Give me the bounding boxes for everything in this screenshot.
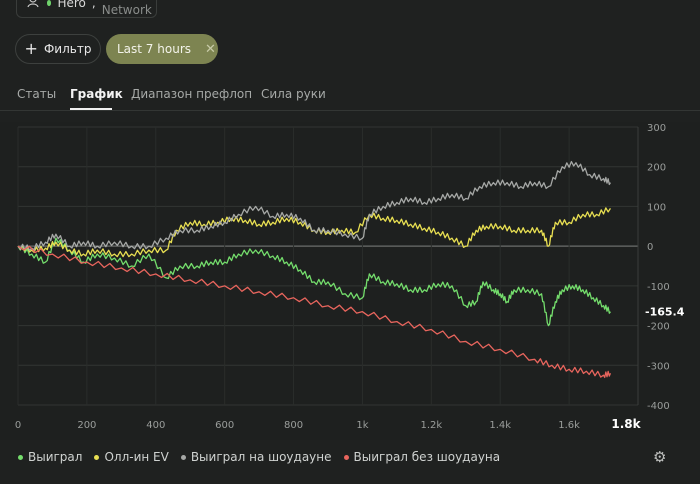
user-icon xyxy=(27,0,41,12)
tab-graph[interactable]: График xyxy=(70,87,123,101)
filter-button[interactable]: + Фильтр xyxy=(15,34,101,64)
legend-label: Выиграл без шоудауна xyxy=(353,450,501,464)
active-tab-indicator xyxy=(70,108,112,110)
y-tick-label: -100 xyxy=(647,282,670,293)
legend-label: Выиграл xyxy=(28,450,83,464)
time-filter-chip[interactable]: Last 7 hours ✕ xyxy=(106,34,218,64)
legend-label: Выиграл на шоудауне xyxy=(190,450,332,464)
x-tick-label: 600 xyxy=(215,420,234,431)
series-line-3 xyxy=(17,245,612,379)
legend-item-won-nonshowdown[interactable]: Выиграл без шоудауна xyxy=(343,450,501,464)
x-tick-label: 1.6k xyxy=(558,420,580,431)
chart-legend: Выиграл Олл-ин EV Выиграл на шоудауне Вы… xyxy=(18,450,500,464)
gear-icon[interactable]: ⚙ xyxy=(653,448,667,466)
filter-button-label: Фильтр xyxy=(43,42,92,56)
y-tick-label: 200 xyxy=(647,163,666,174)
plus-icon: + xyxy=(24,39,38,58)
y-tick-label: -200 xyxy=(647,322,670,333)
x-tick-label: 0 xyxy=(15,420,21,431)
x-tick-label: 1.8k xyxy=(611,417,641,431)
legend-dot xyxy=(94,454,100,460)
tab-hand-strength[interactable]: Сила руки xyxy=(261,87,326,101)
current-value-label: -165.4 xyxy=(645,306,685,319)
legend-dot xyxy=(180,454,186,460)
tab-bar: Статы График Диапазон префлоп Сила руки xyxy=(0,82,700,111)
y-tick-label: 300 xyxy=(647,123,666,134)
tab-preflop-range[interactable]: Диапазон префлоп xyxy=(131,87,253,101)
x-tick-label: 400 xyxy=(146,420,165,431)
line-chart: 300 200 100 0 -100 -200 -300 -400 0 200 400 600 800 1… xyxy=(15,123,685,431)
series-line-0 xyxy=(17,237,611,327)
legend-label: Олл-ин EV xyxy=(104,450,169,464)
legend-item-won[interactable]: Выиграл xyxy=(18,450,82,464)
y-tick-label: -300 xyxy=(647,361,670,372)
x-tick-label: 1.2k xyxy=(420,420,442,431)
legend-dot xyxy=(18,454,23,460)
hero-name: Hero xyxy=(57,0,86,10)
time-filter-label: Last 7 hours xyxy=(117,42,191,56)
y-tick-label: 0 xyxy=(647,242,653,253)
x-tick-label: 1k xyxy=(356,420,368,431)
legend-item-allin-ev[interactable]: Олл-ин EV xyxy=(94,450,169,464)
y-tick-label: 100 xyxy=(647,202,666,213)
series-line-2 xyxy=(17,160,611,251)
legend-item-won-showdown[interactable]: Выиграл на шоудауне xyxy=(180,450,332,464)
legend-dot xyxy=(343,454,349,460)
x-tick-label: 200 xyxy=(77,420,96,431)
x-tick-label: 1.4k xyxy=(489,420,511,431)
close-icon[interactable]: ✕ xyxy=(205,41,216,57)
online-status-dot xyxy=(47,0,52,6)
tab-stats[interactable]: Статы xyxy=(17,87,57,101)
hero-selector[interactable]: Hero, GG Network xyxy=(16,0,157,18)
x-tick-label: 800 xyxy=(284,420,303,431)
series-line-1 xyxy=(17,207,611,258)
chart-panel: 300 200 100 0 -100 -200 -300 -400 0 200 400 600 800 1… xyxy=(0,122,700,440)
hero-network: GG Network xyxy=(101,0,152,17)
y-tick-label: -400 xyxy=(647,401,670,412)
